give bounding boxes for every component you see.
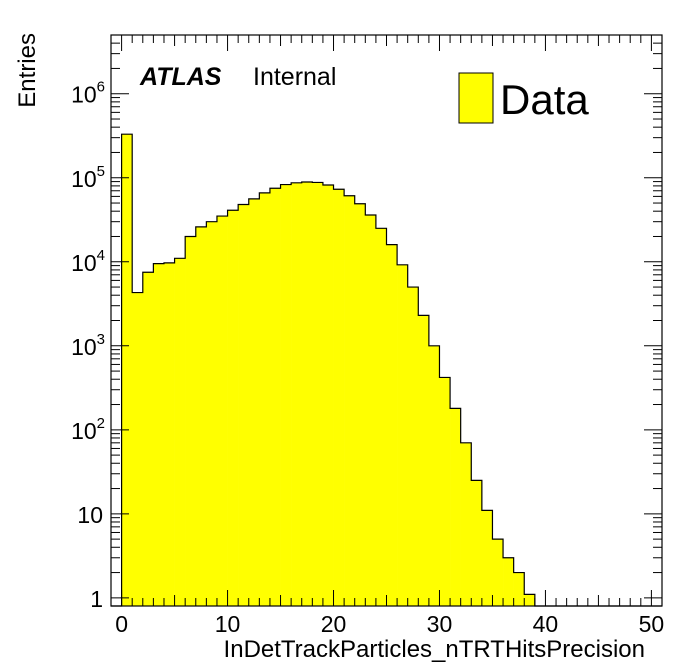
histogram-bin <box>375 228 387 606</box>
y-tick-label: 1 <box>90 586 103 612</box>
x-tick-label: 0 <box>115 611 128 637</box>
plot-frame <box>110 34 663 607</box>
histogram-bin <box>153 263 165 606</box>
histogram-bin <box>513 572 525 606</box>
histogram-bin <box>142 272 154 606</box>
histogram-bin <box>280 184 292 606</box>
histogram-outline <box>111 133 662 607</box>
histogram-bin <box>248 198 260 606</box>
histogram-bin <box>524 594 536 606</box>
histogram-bin <box>439 377 451 606</box>
legend-label-data: Data <box>500 76 589 123</box>
histogram-bin <box>121 134 133 606</box>
internal-label: Internal <box>253 63 336 91</box>
histogram-bin <box>185 236 197 606</box>
histogram-bin <box>216 216 228 606</box>
x-tick-label: 20 <box>321 611 347 637</box>
legend-swatch-data <box>458 72 494 124</box>
histogram-bin <box>227 210 239 606</box>
histogram-bin <box>206 221 218 607</box>
y-tick-label-base: 10 <box>71 334 97 360</box>
y-tick-label-exponent: 6 <box>97 79 105 96</box>
y-tick-label: 103 <box>71 331 105 360</box>
y-tick-label: 106 <box>71 79 105 108</box>
y-tick-label-exponent: 4 <box>97 247 105 264</box>
histogram-bin <box>291 182 303 607</box>
y-tick-label-base: 10 <box>71 166 97 192</box>
histogram-bin <box>386 244 398 606</box>
histogram-bin <box>259 192 271 607</box>
x-tick-label: 40 <box>533 611 559 637</box>
histogram-bin <box>365 215 377 606</box>
y-tick-label-exponent: 2 <box>97 415 105 432</box>
histogram-bin <box>460 442 472 606</box>
histogram-bin <box>354 203 366 606</box>
histogram-bin <box>428 345 440 606</box>
y-tick-label-exponent: 5 <box>97 163 105 180</box>
atlas-label: ATLAS <box>139 63 222 91</box>
y-tick-label-exponent: 3 <box>97 331 105 348</box>
y-tick-label: 105 <box>71 163 105 192</box>
histogram-bin <box>312 182 324 606</box>
histogram-bin <box>397 264 408 606</box>
histogram-bin <box>344 195 356 606</box>
x-tick-label: 10 <box>215 611 241 637</box>
histogram-bin <box>407 287 419 606</box>
histogram-bin <box>492 539 504 606</box>
histogram-bin <box>481 510 493 606</box>
x-tick-label: 30 <box>427 611 453 637</box>
histogram-bin <box>333 189 345 606</box>
y-tick-label-base: 10 <box>71 250 97 276</box>
histogram-bin <box>163 262 175 606</box>
histogram-bin <box>132 292 144 606</box>
y-tick-label: 104 <box>71 247 105 276</box>
x-axis-title: InDetTrackParticles_nTRTHitsPrecision <box>224 636 645 663</box>
y-tick-label: 102 <box>71 415 105 444</box>
histogram-bin <box>269 188 281 606</box>
histogram-bin <box>174 258 186 606</box>
histogram-bin <box>301 182 313 607</box>
y-axis-title: Entries <box>14 33 41 108</box>
histogram-bin <box>418 315 430 606</box>
x-tick-labels: 0 10 20 30 40 50 <box>115 611 664 637</box>
histogram-bin <box>322 184 334 606</box>
y-tick-label-base: 10 <box>71 418 97 444</box>
axis-ticks <box>110 34 663 606</box>
y-tick-label: 10 <box>77 502 103 528</box>
x-tick-label: 50 <box>639 611 665 637</box>
histogram-bin <box>195 226 207 606</box>
histogram-bin <box>503 557 514 606</box>
histogram-bin <box>450 408 461 606</box>
y-tick-label-base: 10 <box>71 82 97 108</box>
legend: Data <box>458 72 589 124</box>
histogram-bars <box>111 133 662 607</box>
histogram-bin <box>471 480 483 606</box>
histogram-bin <box>238 204 250 606</box>
